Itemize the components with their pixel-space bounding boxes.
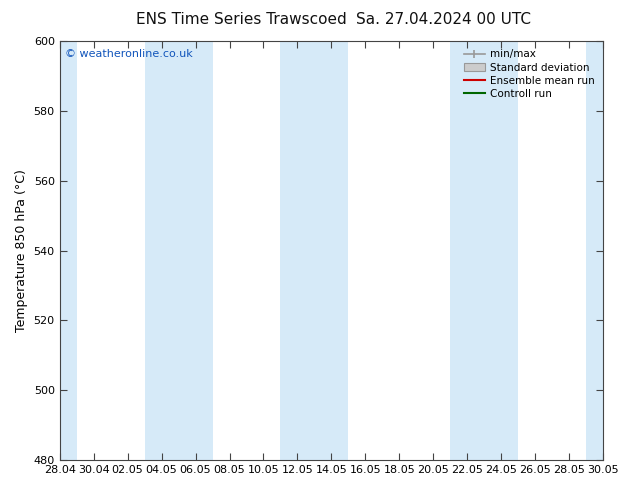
Bar <box>145 41 179 460</box>
Y-axis label: Temperature 850 hPa (°C): Temperature 850 hPa (°C) <box>15 169 28 332</box>
Text: ENS Time Series Trawscoed: ENS Time Series Trawscoed <box>136 12 346 27</box>
Bar <box>586 41 620 460</box>
Bar <box>179 41 212 460</box>
Text: © weatheronline.co.uk: © weatheronline.co.uk <box>65 49 193 59</box>
Bar <box>280 41 314 460</box>
Bar <box>42 41 77 460</box>
Bar <box>484 41 518 460</box>
Text: Sa. 27.04.2024 00 UTC: Sa. 27.04.2024 00 UTC <box>356 12 531 27</box>
Bar <box>450 41 484 460</box>
Legend: min/max, Standard deviation, Ensemble mean run, Controll run: min/max, Standard deviation, Ensemble me… <box>461 46 598 102</box>
Bar <box>314 41 349 460</box>
